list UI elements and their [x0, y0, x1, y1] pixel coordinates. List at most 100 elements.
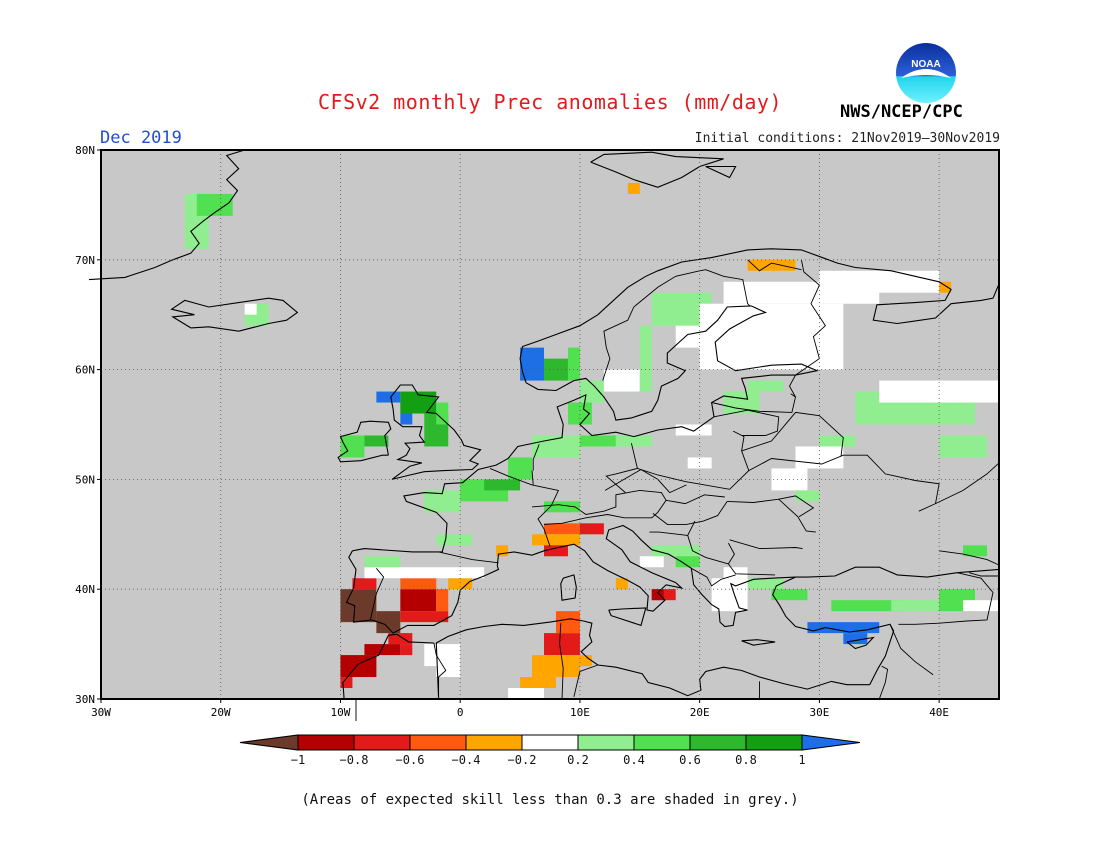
- country-border: [968, 572, 999, 577]
- anomaly-cell: [723, 567, 748, 579]
- anomaly-cell: [340, 677, 353, 689]
- colorbar-segment: [745, 734, 803, 751]
- anomaly-cell: [532, 655, 580, 678]
- anomaly-cell: [675, 556, 700, 568]
- anomaly-cell: [819, 270, 940, 293]
- anomaly-cell: [544, 633, 580, 656]
- anomaly-cell: [651, 589, 664, 601]
- anomaly-cell: [675, 424, 712, 436]
- lon-tick-label: 0: [457, 706, 464, 719]
- anomaly-cell: [424, 644, 461, 667]
- colorbar-label: −0.6: [396, 753, 425, 767]
- country-border: [602, 269, 706, 381]
- colorbar-segment: [409, 734, 467, 751]
- anomaly-cell: [615, 435, 652, 447]
- agency-label: NWS/NCEP/CPC: [840, 102, 963, 122]
- anomaly-cell: [651, 545, 700, 557]
- colorbar-segment: [689, 734, 747, 751]
- anomaly-cell: [544, 523, 580, 535]
- coastline: [608, 607, 647, 627]
- anomaly-cell: [843, 633, 868, 645]
- colorbar-label: 0.6: [679, 753, 701, 767]
- country-border: [705, 269, 751, 307]
- country-border: [935, 462, 1000, 505]
- noaa-logo-text: NOAA: [911, 59, 940, 70]
- anomaly-cell: [376, 611, 401, 634]
- chart-title: CFSv2 monthly Prec anomalies (mm/day): [317, 90, 783, 114]
- anomaly-cell: [400, 391, 437, 414]
- colorbar-label: 0.8: [735, 753, 757, 767]
- anomaly-cell: [340, 435, 365, 458]
- anomaly-cell: [196, 193, 233, 216]
- colorbar-high-arrow: [801, 734, 861, 751]
- anomaly-cell: [364, 567, 485, 579]
- coastline: [352, 248, 1000, 553]
- country-border: [788, 374, 796, 398]
- colorbar-segment: [633, 734, 691, 751]
- anomaly-cell: [508, 457, 533, 480]
- lat-tick-label: 60N: [75, 364, 95, 377]
- anomaly-cell: [795, 446, 844, 469]
- country-border: [489, 467, 560, 547]
- lat-tick-label: 80N: [75, 144, 95, 157]
- anomaly-cell: [879, 380, 999, 403]
- country-border: [573, 664, 599, 697]
- anomaly-cell: [436, 589, 449, 612]
- anomaly-cell: [963, 600, 999, 612]
- noaa-logo: NOAA: [896, 43, 956, 103]
- country-border: [605, 443, 638, 493]
- country-border: [748, 454, 940, 512]
- country-border: [889, 624, 934, 676]
- anomaly-cell: [400, 611, 449, 623]
- noaa-logo-gull: [901, 69, 951, 78]
- country-border: [559, 623, 564, 700]
- anomaly-cell: [544, 501, 580, 513]
- anomaly-cell: [400, 413, 413, 425]
- anomaly-cell: [400, 578, 437, 590]
- anomaly-cell: [400, 589, 437, 612]
- country-border: [778, 495, 815, 518]
- anomaly-cell: [448, 578, 473, 590]
- country-border: [687, 520, 729, 565]
- anomaly-cell: [567, 655, 592, 667]
- lon-tick-label: 40E: [929, 706, 949, 719]
- country-border: [713, 409, 780, 436]
- coastline: [435, 618, 870, 700]
- anomaly-cell: [891, 600, 940, 612]
- country-border: [369, 568, 385, 620]
- lon-tick-label: 20E: [690, 706, 710, 719]
- colorbar-label: 1: [798, 753, 805, 767]
- country-border: [729, 539, 803, 550]
- coastline: [390, 384, 482, 480]
- anomaly-cell: [771, 589, 808, 601]
- anomaly-cell: [364, 435, 389, 447]
- colorbar-label: −0.4: [452, 753, 481, 767]
- country-border: [649, 531, 688, 536]
- coastline: [772, 566, 1000, 685]
- forecast-month-label: Dec 2019: [100, 128, 182, 148]
- initial-conditions-label: Initial conditions: 21Nov2019–30Nov2019: [694, 131, 1000, 146]
- country-border: [939, 550, 1000, 566]
- anomaly-cell: [567, 347, 580, 381]
- coastline: [846, 636, 875, 650]
- lon-tick-label: 20W: [211, 706, 231, 719]
- colorbar-segment: [465, 734, 523, 751]
- anomaly-cell: [639, 556, 664, 568]
- coastline: [337, 420, 392, 463]
- anomaly-cell: [747, 259, 796, 271]
- anomaly-cell: [639, 325, 652, 392]
- anomaly-cell: [555, 611, 580, 634]
- anomaly-cell: [436, 402, 449, 425]
- colorbar-label: 0.4: [623, 753, 645, 767]
- country-border: [531, 470, 534, 485]
- colorbar-label: −0.2: [508, 753, 537, 767]
- anomaly-cell: [544, 545, 568, 557]
- colorbar-segment: [577, 734, 635, 751]
- anomaly-cell: [532, 534, 580, 546]
- anomaly-cell: [388, 633, 413, 645]
- colorbar-segment: [353, 734, 411, 751]
- anomaly-cell: [364, 644, 401, 656]
- anomaly-cell: [340, 589, 377, 623]
- anomaly-cell: [520, 347, 545, 381]
